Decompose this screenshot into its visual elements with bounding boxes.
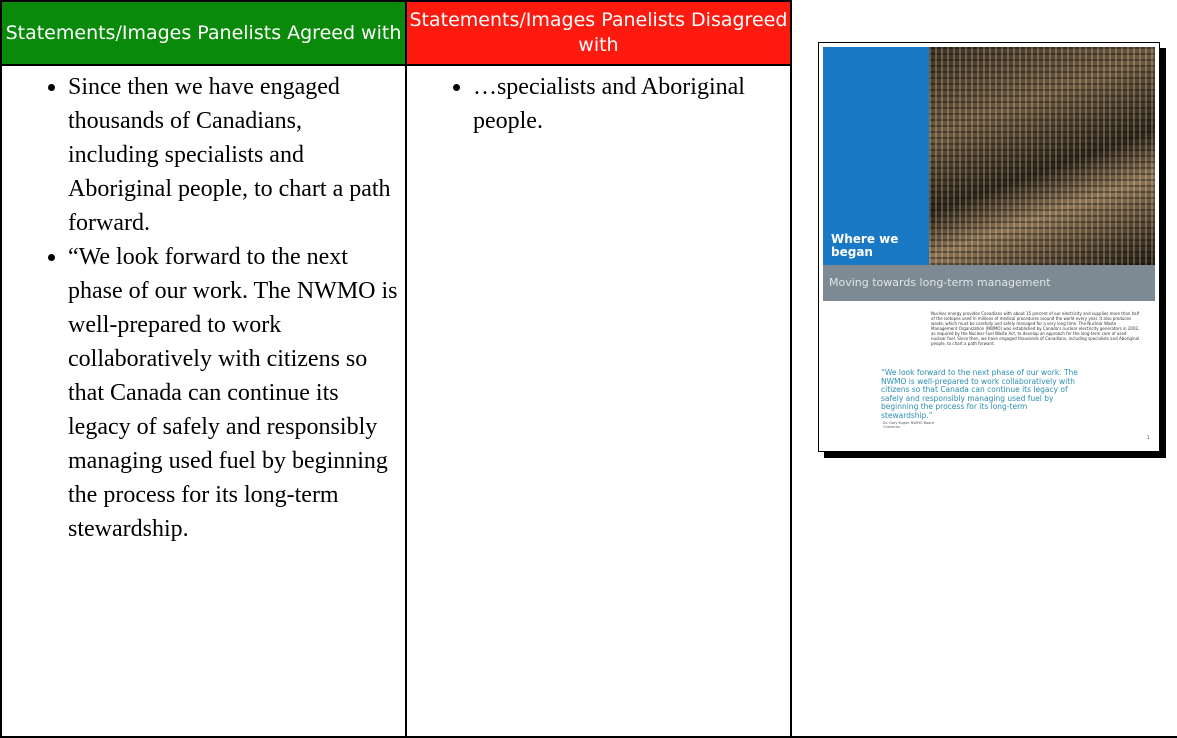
thumb-paragraph: Nuclear energy provides Canadians with a…: [931, 311, 1140, 346]
thumb-banner: Moving towards long-term management: [823, 265, 1155, 301]
thumb-heading: Where we began: [831, 232, 899, 259]
blue-panel: [823, 47, 929, 265]
city-photo: [929, 47, 1155, 265]
agreed-list: Since then we have engaged thousands of …: [2, 70, 398, 546]
agreed-item: Since then we have engaged thousands of …: [68, 70, 398, 240]
thumb-attribution: Dr. Gary Kugler NWMO Board Chairman: [883, 421, 935, 429]
agreed-item: “We look forward to the next phase of ou…: [68, 240, 398, 546]
header-agreed: Statements/Images Panelists Agreed with: [0, 0, 407, 66]
thumb-quote: “We look forward to the next phase of ou…: [881, 368, 1078, 420]
disagreed-item: …specialists and Aboriginal people.: [473, 70, 773, 138]
thumb-page-number: 1: [1147, 435, 1150, 440]
report-thumbnail: Where we began Moving towards long-term …: [818, 42, 1160, 452]
header-disagreed: Statements/Images Panelists Disagreed wi…: [404, 0, 792, 66]
disagreed-list: …specialists and Aboriginal people.: [407, 70, 773, 138]
